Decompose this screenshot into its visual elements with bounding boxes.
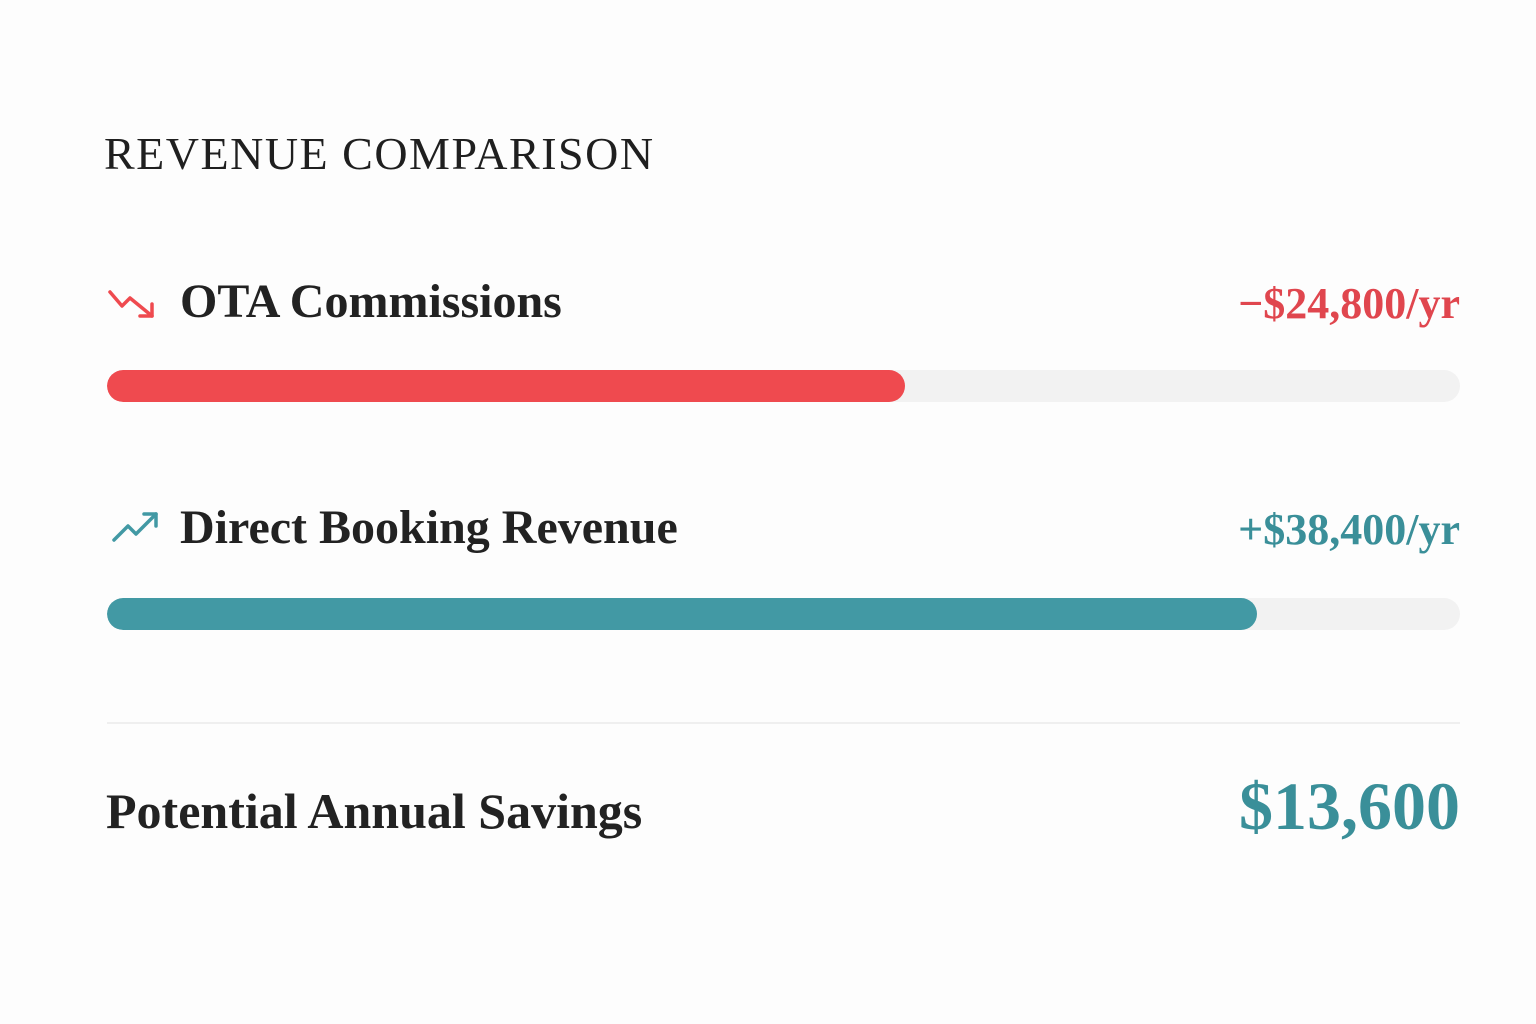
progress-fill (107, 370, 906, 402)
trend-down-icon (108, 290, 154, 318)
row-label: Direct Booking Revenue (180, 501, 678, 554)
row-label: OTA Commissions (180, 275, 562, 328)
trend-up-icon (112, 512, 158, 542)
row-amount: −$24,800/yr (1238, 279, 1460, 328)
progress-track (107, 370, 1460, 402)
card-title: REVENUE COMPARISON (104, 128, 655, 179)
total-label: Potential Annual Savings (106, 783, 643, 839)
total-amount: $13,600 (1239, 768, 1460, 844)
progress-fill (107, 598, 1258, 630)
row-amount: +$38,400/yr (1238, 505, 1460, 554)
divider (107, 722, 1460, 724)
progress-track (107, 598, 1460, 630)
